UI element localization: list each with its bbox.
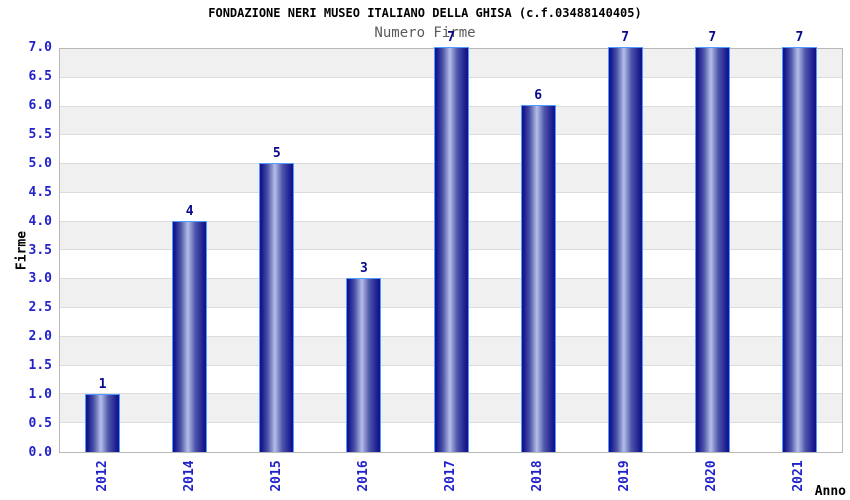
y-axis-title: Firme	[14, 230, 30, 271]
bar-value-label: 5	[272, 145, 281, 161]
y-tick-label: 5.0	[28, 155, 52, 171]
y-tick-label: 6.0	[28, 97, 52, 113]
chart-subtitle: Numero Firme	[374, 25, 476, 41]
y-tick-label: 0.0	[28, 445, 52, 460]
y-tick-label: 1.0	[28, 387, 52, 403]
x-tick-label: 2016	[355, 460, 371, 492]
y-tick-label: 3.0	[28, 271, 52, 287]
bar-value-label: 3	[359, 261, 368, 277]
x-tick-label: 2015	[268, 460, 284, 492]
y-tick-label: 2.5	[28, 300, 52, 316]
bar-value-label: 7	[708, 30, 717, 45]
x-tick-label: 2021	[791, 460, 807, 492]
bar-2018	[520, 104, 556, 452]
bar-2020	[694, 47, 730, 452]
bar-2014	[172, 220, 208, 452]
bar-2017	[433, 47, 469, 452]
y-tick-label: 2.0	[28, 329, 52, 345]
x-axis-title: Anno	[814, 484, 846, 499]
y-tick-label: 3.5	[28, 242, 52, 258]
y-tick-label: 4.5	[28, 184, 52, 200]
bar-2019	[607, 47, 643, 452]
bar-2015	[259, 162, 295, 452]
x-tick-label: 2019	[617, 460, 633, 492]
y-tick-label: 4.0	[28, 213, 52, 229]
y-tick-label: 1.5	[28, 358, 52, 374]
y-tick-label: 7.0	[28, 40, 52, 55]
x-tick-label: 2012	[94, 460, 110, 492]
bar-value-label: 1	[98, 377, 107, 393]
chart-title: FONDAZIONE NERI MUSEO ITALIANO DELLA GHI…	[208, 6, 642, 20]
bar-value-label: 6	[534, 87, 543, 103]
bar-value-label: 7	[795, 30, 804, 45]
x-tick-label: 2018	[530, 460, 546, 492]
bar-2012	[85, 394, 121, 452]
bar-2021	[781, 47, 817, 452]
bar-value-label: 4	[185, 203, 194, 219]
bar-value-label: 7	[447, 30, 455, 45]
y-tick-label: 0.5	[28, 416, 52, 432]
x-tick-label: 2020	[704, 460, 720, 492]
bar-2016	[346, 278, 382, 452]
y-tick-label: 6.5	[28, 68, 52, 84]
x-tick-label: 2014	[181, 460, 197, 492]
y-tick-label: 5.5	[28, 126, 52, 142]
x-tick-label: 2017	[443, 460, 458, 492]
bar-value-label: 7	[621, 30, 630, 45]
